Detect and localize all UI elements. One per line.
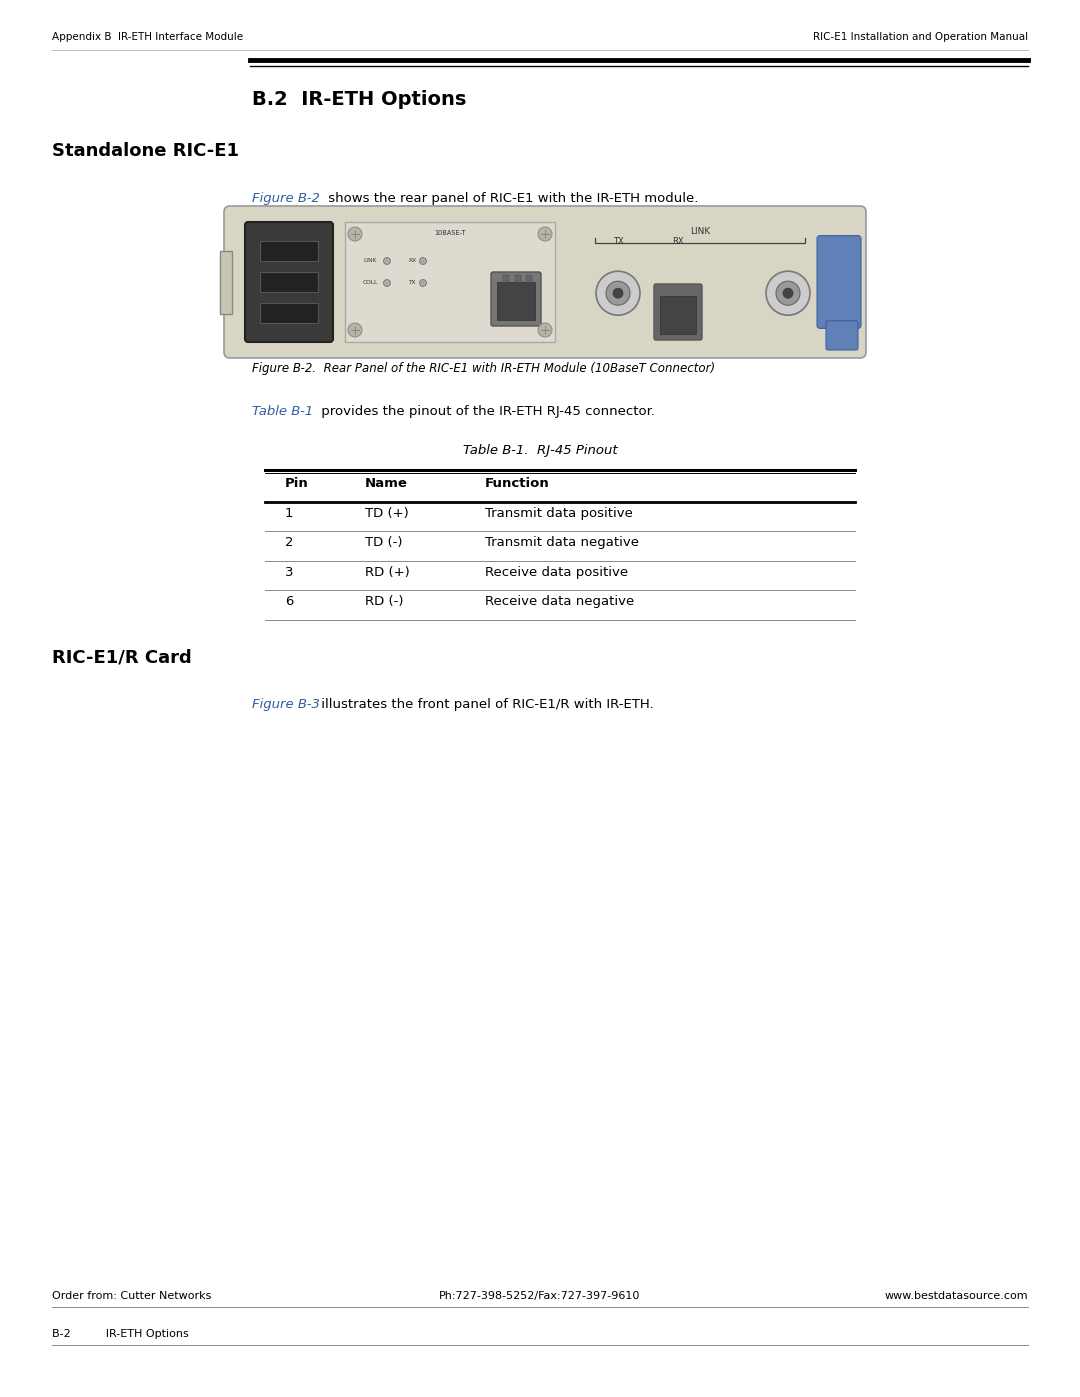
Text: 2: 2	[285, 536, 294, 549]
Text: Name: Name	[365, 476, 408, 490]
Text: Table B-1.  RJ-45 Pinout: Table B-1. RJ-45 Pinout	[462, 444, 618, 457]
Circle shape	[348, 226, 362, 242]
Text: RD (-): RD (-)	[365, 595, 404, 608]
Text: illustrates the front panel of RIC-E1/R with IR-ETH.: illustrates the front panel of RIC-E1/R …	[318, 698, 653, 711]
Text: Figure B-3: Figure B-3	[252, 698, 320, 711]
Text: Ph:727-398-5252/Fax:727-397-9610: Ph:727-398-5252/Fax:727-397-9610	[440, 1291, 640, 1301]
Text: B.2  IR-ETH Options: B.2 IR-ETH Options	[252, 89, 467, 109]
FancyBboxPatch shape	[491, 272, 541, 326]
Text: Standalone RIC-E1: Standalone RIC-E1	[52, 142, 239, 161]
Text: TX: TX	[612, 236, 623, 246]
Bar	[345, 222, 555, 342]
Text: 1: 1	[285, 507, 294, 520]
Circle shape	[538, 226, 552, 242]
Text: provides the pinout of the IR-ETH RJ-45 connector.: provides the pinout of the IR-ETH RJ-45 …	[318, 405, 654, 418]
Text: Receive data positive: Receive data positive	[485, 566, 629, 578]
Text: Table B-1: Table B-1	[252, 405, 313, 418]
Circle shape	[538, 323, 552, 337]
Circle shape	[766, 271, 810, 316]
FancyBboxPatch shape	[826, 321, 858, 351]
Circle shape	[419, 257, 427, 264]
Text: 3: 3	[285, 566, 294, 578]
Text: Function: Function	[485, 476, 550, 490]
Text: Receive data negative: Receive data negative	[485, 595, 634, 608]
Text: Order from: Cutter Networks: Order from: Cutter Networks	[52, 1291, 212, 1301]
Bar	[526, 275, 532, 281]
Text: TX: TX	[408, 281, 416, 285]
Text: TD (+): TD (+)	[365, 507, 408, 520]
Text: LINK: LINK	[363, 258, 376, 264]
Text: Appendix B  IR-ETH Interface Module: Appendix B IR-ETH Interface Module	[52, 32, 243, 42]
Circle shape	[348, 323, 362, 337]
Text: RD (+): RD (+)	[365, 566, 409, 578]
Text: Transmit data negative: Transmit data negative	[485, 536, 639, 549]
Text: 6: 6	[285, 595, 294, 608]
Text: COLL: COLL	[363, 281, 378, 285]
Text: 10BASE-T: 10BASE-T	[434, 231, 465, 236]
Bar	[260, 303, 318, 323]
Text: RIC-E1 Installation and Operation Manual: RIC-E1 Installation and Operation Manual	[813, 32, 1028, 42]
Bar	[497, 282, 535, 320]
Circle shape	[383, 257, 391, 264]
Text: RIC-E1/R Card: RIC-E1/R Card	[52, 648, 192, 666]
Bar	[220, 251, 232, 314]
Text: Pin: Pin	[285, 476, 309, 490]
Text: RX: RX	[672, 236, 684, 246]
Bar	[260, 240, 318, 261]
Bar	[503, 275, 509, 281]
FancyBboxPatch shape	[654, 284, 702, 339]
Text: TD (-): TD (-)	[365, 536, 403, 549]
Text: www.bestdatasource.com: www.bestdatasource.com	[885, 1291, 1028, 1301]
Text: LINK: LINK	[690, 226, 711, 236]
Text: Transmit data positive: Transmit data positive	[485, 507, 633, 520]
FancyBboxPatch shape	[816, 236, 861, 328]
Text: B-2          IR-ETH Options: B-2 IR-ETH Options	[52, 1329, 189, 1338]
FancyBboxPatch shape	[245, 222, 333, 342]
Bar	[260, 272, 318, 292]
Bar	[515, 275, 521, 281]
Circle shape	[777, 281, 800, 305]
Text: RX: RX	[408, 258, 416, 264]
Circle shape	[419, 279, 427, 286]
Text: Figure B-2: Figure B-2	[252, 191, 320, 205]
FancyBboxPatch shape	[224, 205, 866, 358]
Circle shape	[783, 288, 793, 298]
Circle shape	[613, 288, 623, 298]
Text: Figure B-2.  Rear Panel of the RIC-E1 with IR-ETH Module (10BaseT Connector): Figure B-2. Rear Panel of the RIC-E1 wit…	[252, 362, 715, 374]
Circle shape	[596, 271, 640, 316]
Text: shows the rear panel of RIC-E1 with the IR-ETH module.: shows the rear panel of RIC-E1 with the …	[324, 191, 699, 205]
Bar	[660, 296, 696, 334]
Circle shape	[606, 281, 630, 305]
Circle shape	[383, 279, 391, 286]
